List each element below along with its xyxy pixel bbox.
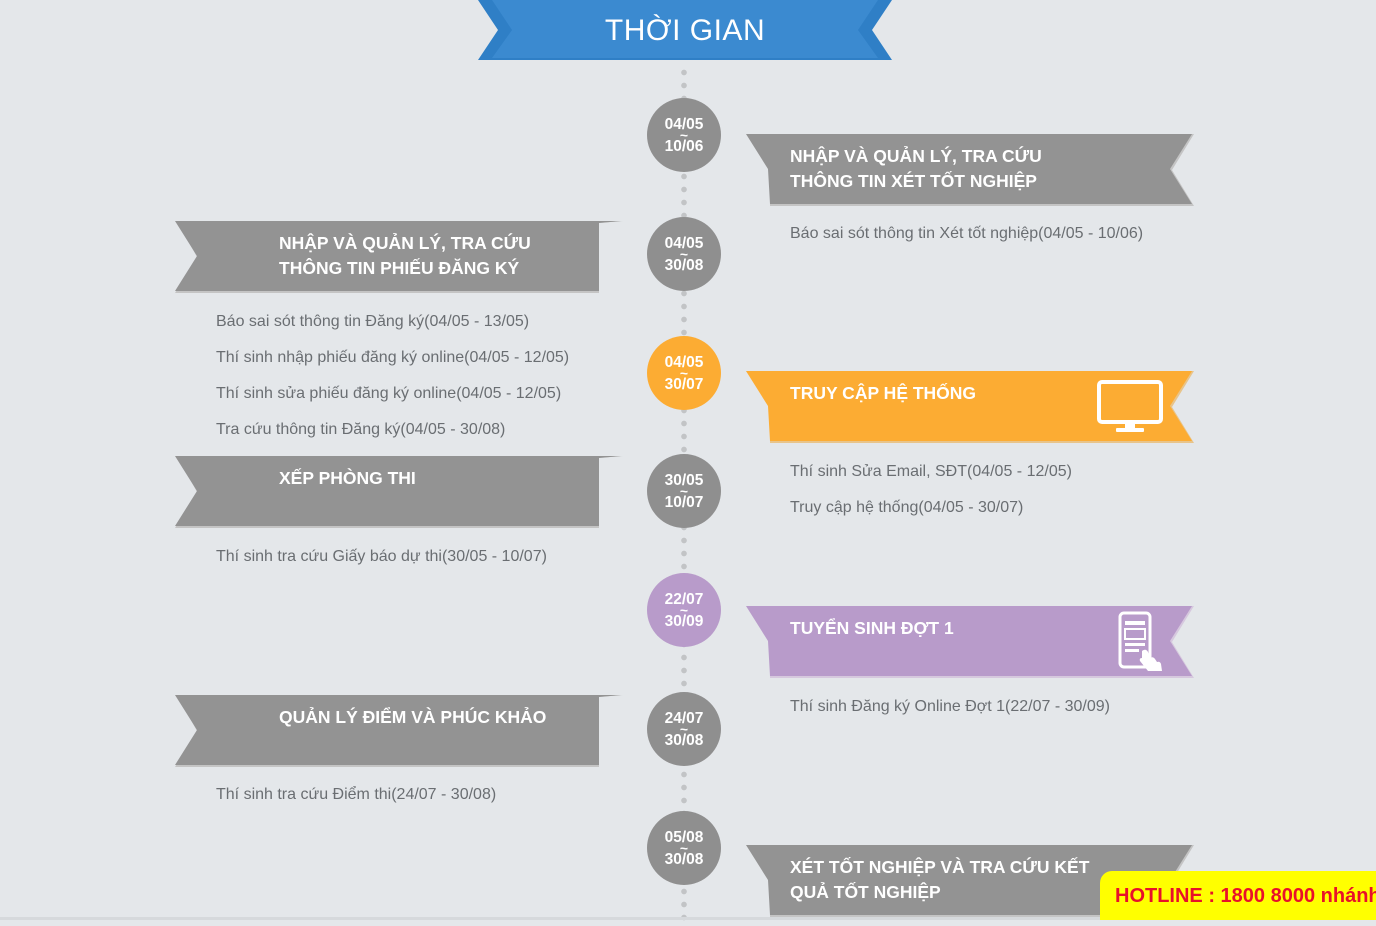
date-start: 30/05 [664,471,704,489]
banner-shape [746,134,1194,206]
banner-shape [746,606,1194,678]
date-start: 04/05 [664,115,704,133]
date-start: 05/08 [664,828,704,846]
date-start: 24/07 [664,709,704,727]
timeline-date-circle: 04/05 ~30/07 [647,336,721,410]
banner-title-line1: XÉT TỐT NGHIỆP VÀ TRA CỨU KẾT [790,857,1090,877]
timeline-date-circle: 05/08 ~30/08 [647,811,721,885]
banner-title-line1: NHẬP VÀ QUẢN LÝ, TRA CỨU [279,233,531,253]
date-end: 30/08 [664,256,704,274]
section-banner-xep-phong-thi[interactable]: XẾP PHÒNG THI [175,456,623,530]
date-sep: ~ [679,364,689,381]
title-ribbon: THỜI GIAN [478,0,892,62]
date-start: 22/07 [664,590,704,608]
timeline-date-circle: 04/05 ~10/06 [647,98,721,172]
banner-title-line1: TRUY CẬP HỆ THỐNG [790,383,977,403]
banner-title-line1: NHẬP VÀ QUẢN LÝ, TRA CỨU [790,146,1042,166]
section-banner-xet-tot-nghiep[interactable]: NHẬP VÀ QUẢN LÝ, TRA CỨU THÔNG TIN XÉT T… [746,134,1194,208]
list-item[interactable]: Tra cứu thông tin Đăng ký(04/05 - 30/08) [216,421,506,438]
monitor-icon [1097,380,1163,432]
banner-shape [175,456,623,528]
banner-shape [175,221,623,293]
list-item[interactable]: Thí sinh Đăng ký Online Đợt 1(22/07 - 30… [790,698,1110,715]
banner-shape [746,371,1194,443]
timeline-date-circle: 24/07 ~30/08 [647,692,721,766]
date-end: 30/08 [664,731,704,749]
timeline-date-circle: 22/07 ~30/09 [647,573,721,647]
date-end: 30/07 [664,375,704,393]
timeline-date-circle: 30/05 ~10/07 [647,454,721,528]
section-banner-ket-qua-tot-nghiep[interactable]: XÉT TỐT NGHIỆP VÀ TRA CỨU KẾT QUẢ TỐT NG… [746,845,1194,919]
list-item[interactable]: Thí sinh Sửa Email, SĐT(04/05 - 12/05) [790,463,1072,480]
list-item[interactable]: Báo sai sót thông tin Đăng ký(04/05 - 13… [216,313,530,330]
section-banner-tuyen-sinh-dot-1[interactable]: TUYỂN SINH ĐỢT 1 [746,606,1194,680]
date-sep: ~ [679,839,689,856]
list-item[interactable]: Thí sinh tra cứu Giấy báo dự thi(30/05 -… [216,548,547,565]
date-sep: ~ [679,720,689,737]
timeline-date-circle: 04/05 ~30/08 [647,217,721,291]
banner-title-line2: QUẢ TỐT NGHIỆP [790,882,941,902]
date-start: 04/05 [664,353,704,371]
date-start: 04/05 [664,234,704,252]
date-sep: ~ [679,126,689,143]
banner-title-line2: THÔNG TIN PHIẾU ĐĂNG KÝ [279,258,520,278]
banner-shape [746,845,1194,917]
banner-title-line1: TUYỂN SINH ĐỢT 1 [790,618,954,638]
page-title: THỜI GIAN [604,14,766,47]
section-banner-truy-cap-he-thong[interactable]: TRUY CẬP HỆ THỐNG [746,371,1194,445]
list-item[interactable]: Thí sinh sửa phiếu đăng ký online(04/05 … [216,385,562,402]
section-banner-quan-ly-diem[interactable]: QUẢN LÝ ĐIỂM VÀ PHÚC KHẢO [175,695,623,769]
banner-title-line2: THÔNG TIN XÉT TỐT NGHIỆP [790,171,1037,191]
banner-title-line1: XẾP PHÒNG THI [279,468,416,488]
banner-title-line1: QUẢN LÝ ĐIỂM VÀ PHÚC KHẢO [279,707,547,727]
date-end: 30/09 [664,612,704,630]
date-end: 10/07 [664,493,704,511]
date-sep: ~ [679,482,689,499]
section-banner-phieu-dang-ky[interactable]: NHẬP VÀ QUẢN LÝ, TRA CỨU THÔNG TIN PHIẾU… [175,221,623,295]
hotline-banner[interactable]: HOTLINE : 1800 8000 nhánh 2 [1100,871,1376,920]
mobile-touch-icon [1118,611,1162,671]
list-item[interactable]: Truy cập hệ thống(04/05 - 30/07) [790,499,1024,516]
title-ribbon-shape [478,0,892,60]
list-item[interactable]: Thí sinh nhập phiếu đăng ký online(04/05… [216,349,570,366]
list-item[interactable]: Báo sai sót thông tin Xét tốt nghiệp(04/… [790,225,1144,242]
banner-shape [175,695,623,767]
date-sep: ~ [679,245,689,262]
list-item[interactable]: Thí sinh tra cứu Điểm thi(24/07 - 30/08) [216,786,497,803]
page-bottom-border [0,917,1376,920]
date-end: 30/08 [664,850,704,868]
date-end: 10/06 [664,137,704,155]
date-sep: ~ [679,601,689,618]
